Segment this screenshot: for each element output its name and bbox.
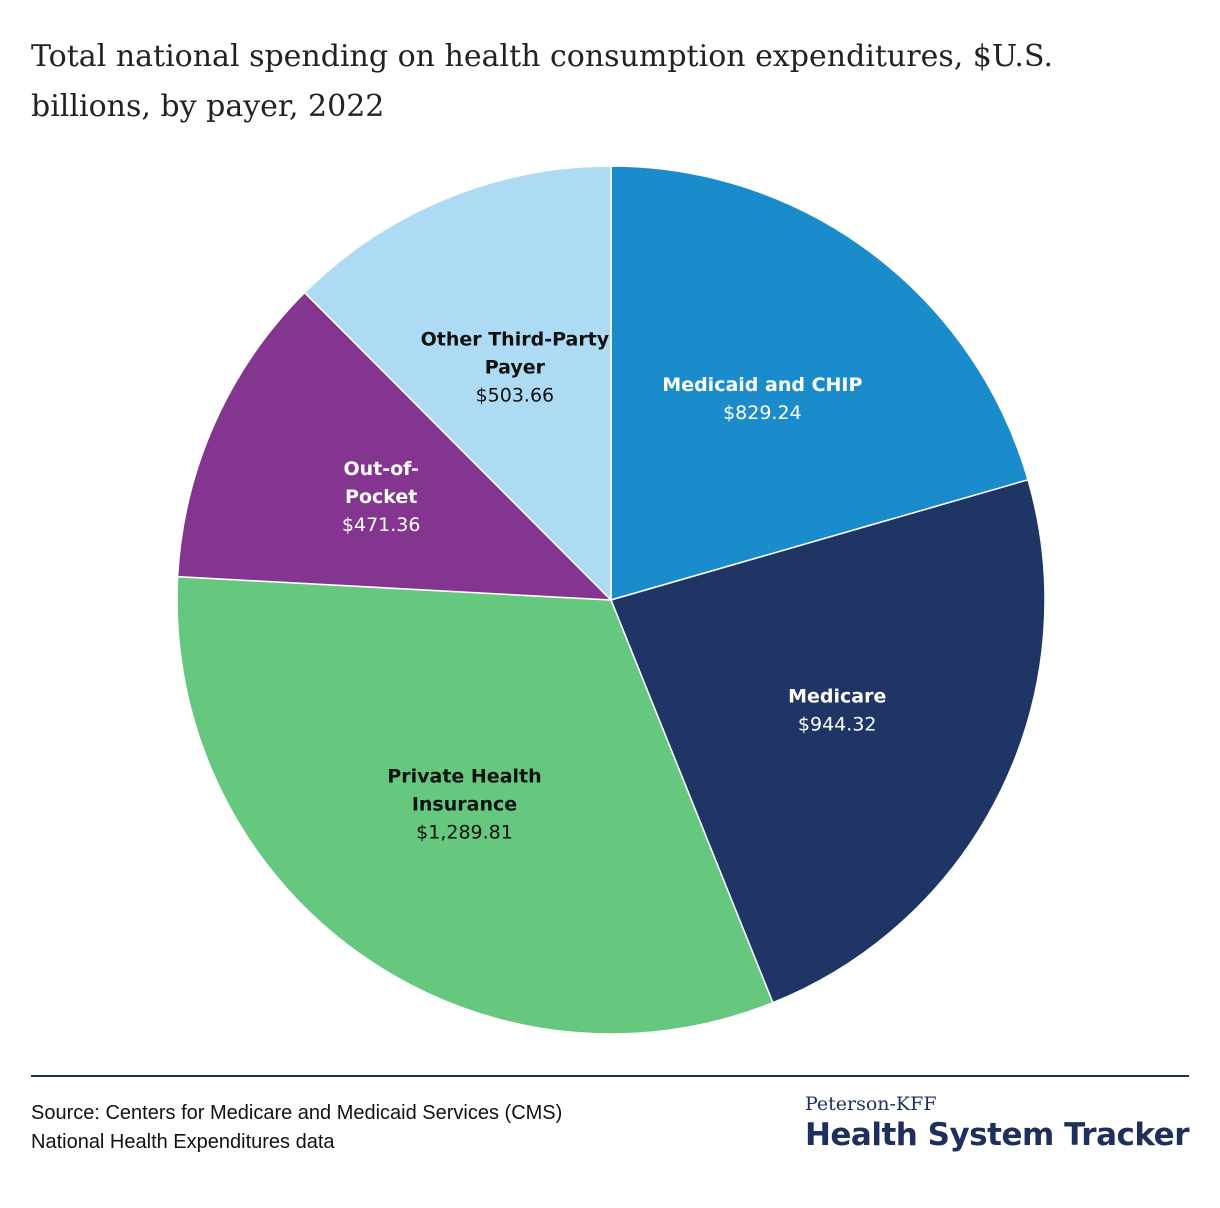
pie-slices <box>176 165 1046 1035</box>
slice-name-text: Other Third-Party <box>421 328 610 350</box>
slice-value-text: $471.36 <box>342 514 421 536</box>
slice-name-text: Pocket <box>345 486 417 508</box>
pie-chart: Medicaid and CHIP $829.24 Medicare $944.32 P… <box>176 165 1046 1035</box>
slice-label-private-health-insurance: Private Health Insurance $1,289.81 <box>387 766 541 844</box>
slice-name-text: Medicaid and CHIP <box>662 374 862 396</box>
pie-slice-medicare[interactable] <box>609 478 1046 1004</box>
slice-name-text: Private Health <box>387 766 541 788</box>
pie-slice-private-health-insurance[interactable] <box>176 575 774 1035</box>
source-note: Source: Centers for Medicare and Medicai… <box>31 1099 562 1157</box>
slice-value-text: $944.32 <box>798 713 877 735</box>
brand-top-text: Peterson-KFF <box>804 1093 937 1115</box>
pie-slice-out-of-pocket[interactable] <box>176 291 613 601</box>
slice-label-out-of-pocket: Out-of- Pocket $471.36 <box>342 458 421 536</box>
pie-labels: Medicaid and CHIP $829.24 Medicare $944.32 P… <box>342 328 886 843</box>
slice-label-medicaid-and-chip: Medicaid and CHIP $829.24 <box>662 374 862 424</box>
chart-title: Total national spending on health consum… <box>31 39 1053 124</box>
slice-name-text: Out-of- <box>343 458 419 480</box>
slice-label-other-third-party-payer: Other Third-Party Payer $503.66 <box>421 328 610 406</box>
source-line-2: National Health Expenditures data <box>31 1131 335 1153</box>
brand-logo[interactable]: Peterson-KFF Health System Tracker <box>804 1093 1190 1155</box>
slice-value-text: $503.66 <box>476 384 555 406</box>
slice-name-text: Payer <box>485 356 546 378</box>
slice-value-text: $1,289.81 <box>416 822 513 844</box>
source-line-1: Source: Centers for Medicare and Medicai… <box>31 1102 563 1124</box>
pie-slice-medicaid-and-chip[interactable] <box>610 165 1029 601</box>
slice-label-medicare: Medicare $944.32 <box>788 685 886 735</box>
brand-main-text: Health System Tracker <box>804 1117 1190 1153</box>
slice-name-text: Medicare <box>788 685 886 707</box>
footer-divider <box>31 1075 1189 1077</box>
pie-slice-other-third-party-payer[interactable] <box>303 165 612 602</box>
slice-name-text: Insurance <box>412 794 517 816</box>
slice-value-text: $829.24 <box>723 402 802 424</box>
